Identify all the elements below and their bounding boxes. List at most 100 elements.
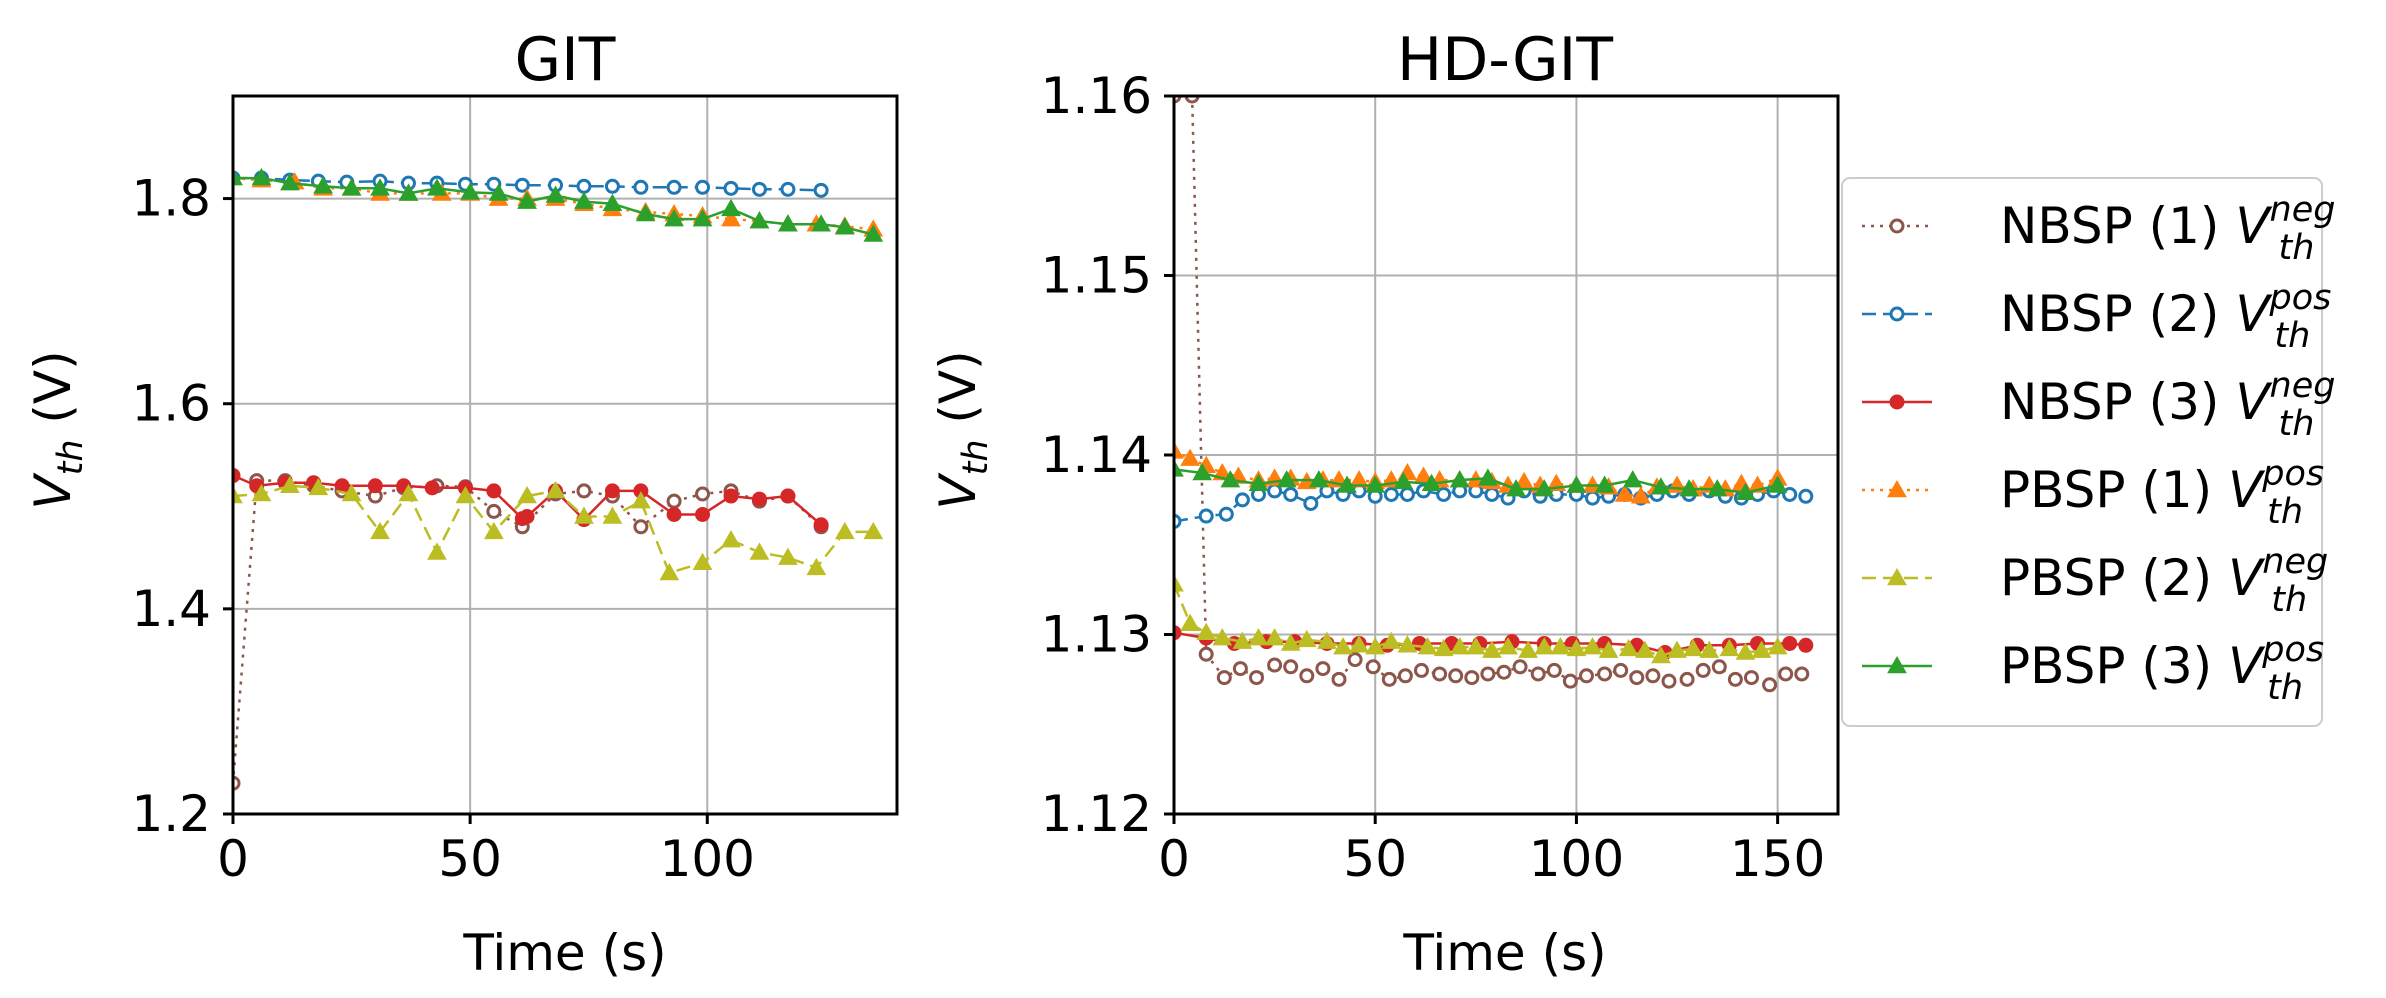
git-data-point: [280, 475, 300, 494]
git-data-point: [635, 203, 656, 222]
git-data-point: [488, 183, 509, 201]
hd-git-data-point: [1512, 659, 1528, 675]
git-data-point: [251, 168, 272, 186]
git-data-point: [517, 191, 537, 209]
hd-git-data-point: [1337, 475, 1357, 493]
hd-git-data-point: [1174, 441, 1184, 459]
hd-git-data-point: [1534, 479, 1555, 497]
git-axes-frame: [231, 94, 899, 816]
hd-git-data-point: [1683, 638, 1703, 657]
git-data-point: [695, 486, 711, 502]
git-data-point: [695, 179, 711, 195]
legend-entry-label: PBSP (1) Vpos th: [2000, 454, 2324, 532]
legend-entry-label: PBSP (2) Vneg th: [2000, 542, 2328, 620]
hd-git-y-axis-label-subscript: th: [956, 440, 996, 476]
hd-git-data-point: [1622, 470, 1643, 488]
hd-git-data-point: [1614, 484, 1635, 502]
hd-git-data-point: [1707, 479, 1728, 497]
git-data-point: [398, 183, 419, 201]
hd-git-data-point: [1798, 488, 1814, 504]
git-data-point: [602, 506, 623, 524]
hd-git-data-point: [1597, 666, 1613, 682]
hd-git-data-point: [1432, 666, 1448, 682]
git-data-point: [780, 181, 796, 197]
hd-git-data-point: [1711, 659, 1727, 675]
git-data-point: [751, 491, 767, 507]
hd-git-data-point: [1578, 668, 1594, 684]
git-y-axis-label-symbol: V: [24, 472, 82, 510]
hd-git-data-point: [1482, 640, 1502, 658]
hd-git-data-point: [1280, 633, 1301, 651]
hd-git-data-point: [1719, 638, 1740, 657]
git-data-point: [695, 506, 711, 522]
hd-git-data-point: [1417, 637, 1438, 655]
hd-git-data-point: [1530, 666, 1546, 682]
hd-git-panel-title: HD-GIT: [1397, 25, 1613, 95]
hd-git-data-point: [1433, 638, 1454, 657]
git-data-point: [806, 557, 827, 576]
hd-git-data-point: [1484, 486, 1500, 502]
hd-git-data-point: [1421, 473, 1442, 491]
hd-git-data-point: [1381, 631, 1402, 649]
legend-entry-label: PBSP (3) Vpos th: [2000, 630, 2324, 708]
git-data-point: [486, 503, 502, 519]
git-data-point: [863, 521, 884, 540]
hd-git-y-tick-label: 1.12: [1041, 785, 1152, 843]
git-data-point: [398, 483, 419, 502]
hd-git-data-point: [1248, 473, 1269, 491]
git-data-point: [460, 182, 481, 200]
git-y-axis-label-unit: (V): [24, 350, 82, 439]
hd-git-data-point: [1317, 631, 1337, 649]
git-panel-title: GIT: [515, 25, 616, 95]
hd-git-data-point: [1618, 638, 1639, 657]
hd-git-data-point: [1365, 637, 1386, 655]
hd-git-data-point: [1651, 477, 1671, 495]
hd-git-data-point: [1174, 459, 1184, 477]
hd-git-data-point: [1634, 640, 1655, 658]
hd-git-data-point: [1518, 640, 1538, 658]
hd-git-data-point: [1767, 637, 1788, 655]
git-data-point: [780, 488, 796, 504]
hd-git-y-tick-label: 1.14: [1041, 426, 1152, 484]
hd-git-data-point: [1661, 673, 1677, 689]
hd-git-data-point: [1630, 486, 1651, 504]
hd-git-data-point: [1381, 671, 1397, 687]
hd-git-data-point: [1283, 659, 1299, 675]
git-y-axis-label-subscript: th: [51, 440, 91, 476]
hd-git-data-point: [1798, 637, 1814, 653]
legend-marker: [1887, 479, 1907, 498]
hd-git-data-point: [1679, 479, 1699, 497]
hd-git-data-point: [1546, 662, 1562, 678]
git-data-point: [813, 182, 829, 198]
hd-git-data-point: [1276, 470, 1297, 488]
hd-git-data-point: [1180, 613, 1200, 631]
hd-git-data-point: [1534, 637, 1555, 655]
git-data-point: [751, 181, 767, 197]
hd-git-data-point: [1365, 659, 1381, 675]
hd-git-data-point: [1767, 475, 1788, 493]
hd-git-data-point: [1303, 495, 1319, 511]
hd-git-data-point: [1264, 628, 1285, 646]
git-data-point: [664, 209, 684, 227]
hd-git-data-point: [1582, 637, 1603, 655]
hd-git-data-point: [1198, 646, 1214, 662]
hd-git-data-point: [1216, 670, 1232, 686]
hd-git-data-point: [1331, 671, 1347, 687]
git-series-line-1: [233, 176, 822, 192]
git-data-point: [721, 198, 741, 217]
hd-git-data-point: [1449, 637, 1470, 655]
legend: NBSP (1) Vneg th NBSP (2) Vpos th NBSP (3) V…: [1841, 177, 2335, 727]
git-data-point: [424, 480, 440, 496]
git-data-point: [721, 209, 741, 227]
hd-git-data-point: [1594, 475, 1615, 493]
git-data-point: [483, 521, 504, 540]
git-data-point: [370, 521, 390, 540]
hd-git-data-point: [1699, 640, 1720, 658]
hd-git-x-tick-label: 150: [1730, 830, 1825, 888]
git-data-point: [602, 193, 623, 211]
git-y-tick-label: 1.4: [131, 580, 211, 638]
git-data-point: [519, 509, 535, 525]
hd-git-data-point: [1782, 635, 1798, 651]
hd-git-data-point: [1465, 637, 1486, 655]
